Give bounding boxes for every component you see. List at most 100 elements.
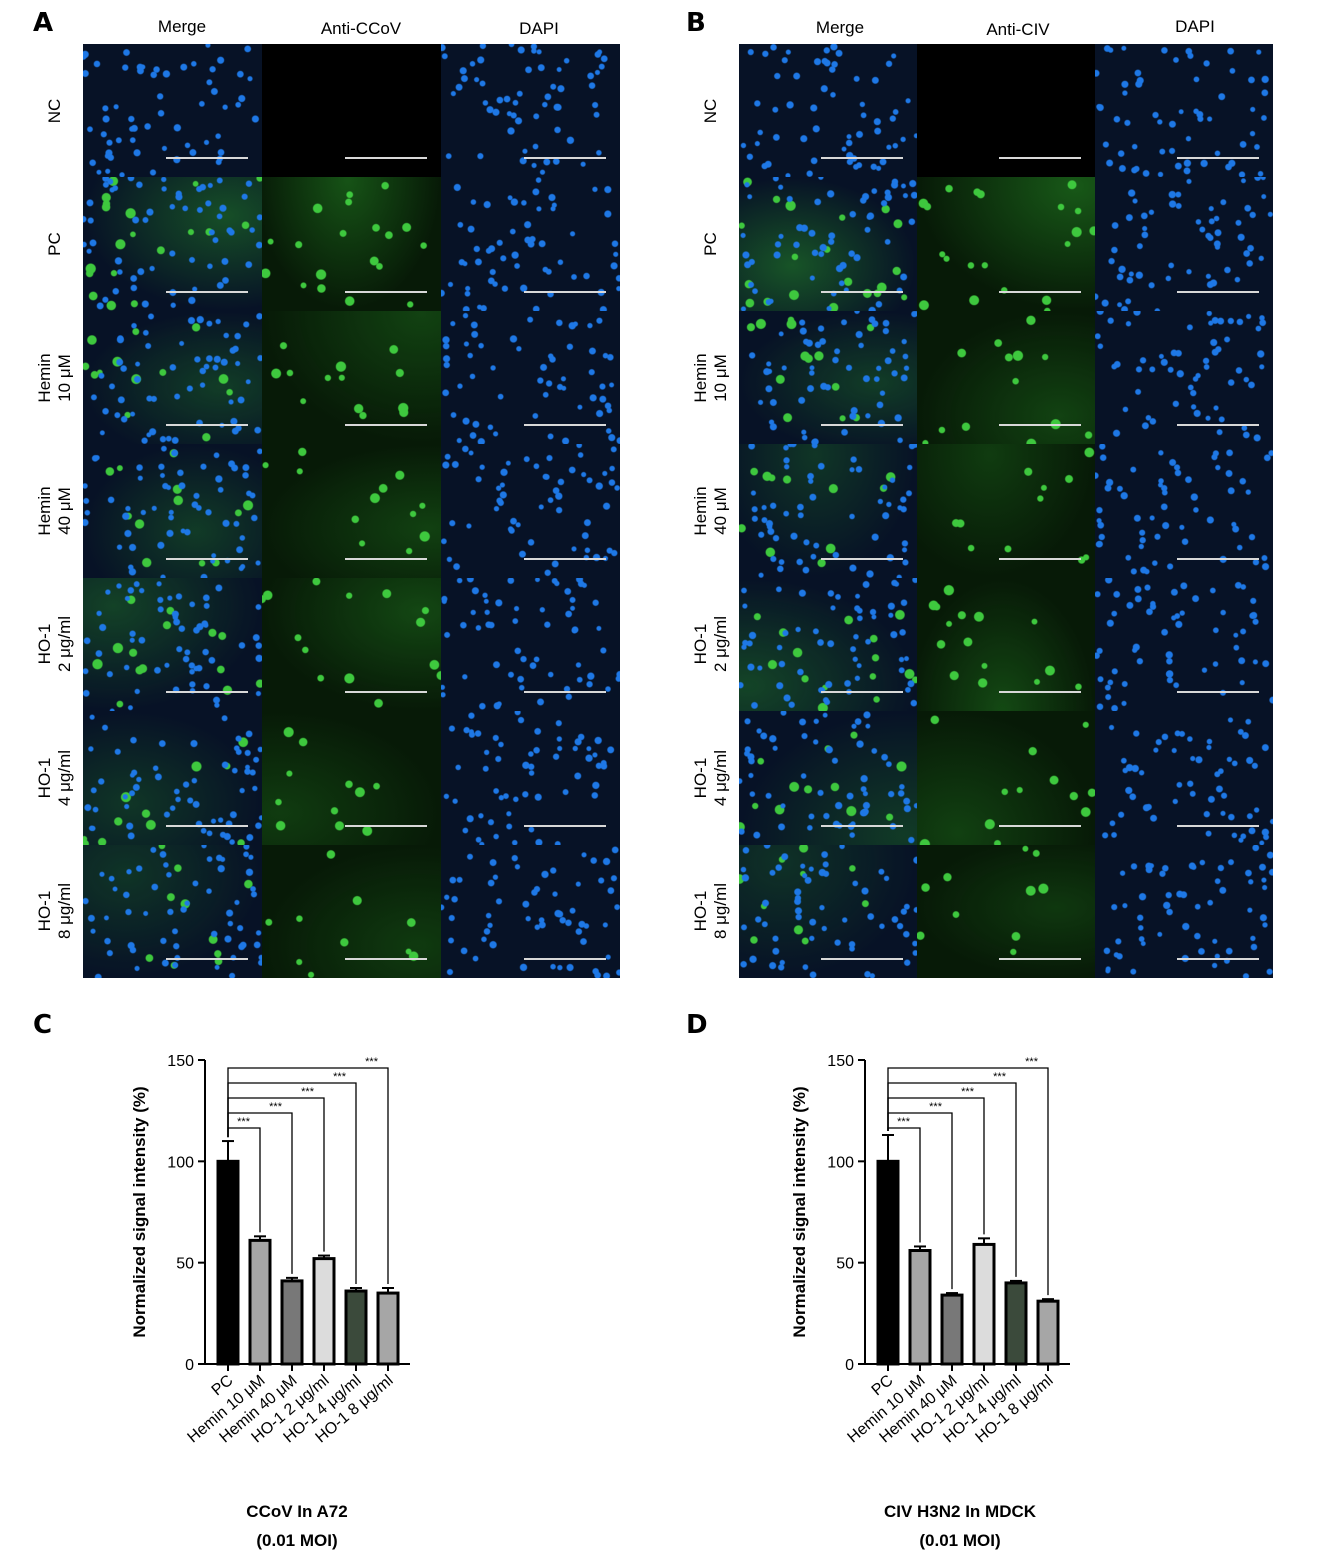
micrograph-dapi-tile (1095, 711, 1273, 845)
bar (876, 1159, 900, 1366)
micrograph-merge-tile (739, 577, 917, 712)
panel-b-row-label: HO-1 2 μg/ml (691, 579, 731, 709)
scale-bar (821, 290, 903, 293)
scale-bar (344, 157, 427, 160)
scale-bar (1177, 157, 1259, 160)
micrograph-dapi-tile (1095, 444, 1273, 578)
row-label-line: Hemin (691, 353, 710, 403)
chart-c-caption: CCoV In A72 (0.01 MOI) (147, 1497, 447, 1555)
panel-b-col-antibody: Anti-CIV (986, 20, 1050, 39)
micrograph-dapi-tile (441, 44, 620, 178)
micrograph-merge-tile (739, 44, 917, 178)
significance-label: *** (365, 1056, 379, 1068)
chart-c-caption-line1: CCoV In A72 (246, 1502, 348, 1521)
chart-c-caption-line2: (0.01 MOI) (256, 1531, 338, 1550)
bar (344, 1289, 368, 1366)
scale-bar (821, 824, 903, 827)
panel-a-microscopy-grid (83, 44, 620, 978)
bar (376, 1291, 400, 1366)
micrograph-merge-tile (83, 844, 262, 978)
y-tick-label: 0 (845, 1357, 854, 1374)
row-label-line: 2 μg/ml (55, 616, 74, 673)
micrograph-antibody-tile (262, 310, 441, 445)
chart-d: 0 50 100 150 Normalized signal intensity (%)… (790, 1053, 1070, 1446)
scale-bar (999, 290, 1081, 293)
panel-a-row-label: PC (45, 179, 65, 309)
panel-a-row-label: Hemin 10 μM (35, 313, 75, 443)
scale-bar (523, 557, 606, 560)
y-tick-label: 150 (827, 1053, 854, 1070)
row-label-line: 40 μM (55, 487, 74, 535)
scale-bar (999, 557, 1081, 560)
panel-b-row-label: HO-1 8 μg/ml (691, 846, 731, 976)
significance-bracket (227, 1067, 389, 1284)
chart-c: 0 50 100 150 Normalized signal intensity (%)… (130, 1053, 410, 1446)
scale-bar (1177, 557, 1259, 560)
micrograph-merge-tile (83, 444, 262, 578)
scale-bar (344, 557, 427, 560)
row-label-line: HO-1 (35, 757, 54, 799)
scale-bar (344, 424, 427, 427)
chart-d-caption-line1: CIV H3N2 In MDCK (883, 1502, 1037, 1521)
row-label-line: HO-1 (35, 890, 54, 932)
significance-label: *** (961, 1086, 975, 1098)
micrograph-dapi-tile (441, 711, 620, 845)
micrograph-merge-tile (83, 577, 262, 712)
panel-b-row-label: PC (701, 179, 721, 309)
micrograph-dapi-tile (441, 310, 620, 445)
panel-b-row-label: Hemin 40 μM (691, 446, 731, 576)
row-label-line: 10 μM (55, 353, 74, 402)
micrograph-dapi-tile (1095, 44, 1273, 178)
y-tick-label: 0 (185, 1357, 194, 1374)
row-label-line: Hemin (35, 353, 54, 403)
y-axis-label: Normalized signal intensity (%) (790, 1086, 809, 1337)
scale-bar (523, 691, 606, 694)
y-tick-label: 100 (167, 1154, 194, 1171)
bar (280, 1279, 304, 1366)
micrograph-dapi-tile (441, 177, 620, 311)
significance-label: *** (929, 1101, 943, 1113)
row-label-line: HO-1 (691, 624, 710, 665)
micrograph-dapi-tile (441, 844, 620, 978)
row-label-line: NC (45, 98, 64, 123)
panel-letter-b: B (686, 8, 706, 38)
row-label-line: 8 μg/ml (711, 883, 730, 940)
panel-a-row-label: NC (45, 46, 65, 176)
panel-a-row-label: HO-1 2 μg/ml (35, 579, 75, 709)
bar (972, 1242, 996, 1366)
y-tick-label: 50 (176, 1256, 194, 1273)
row-label-line: NC (701, 98, 720, 123)
panel-a-row-label: HO-1 4 μg/ml (35, 713, 75, 843)
panel-a-row-label: HO-1 8 μg/ml (35, 846, 75, 976)
bar (1036, 1299, 1060, 1366)
micrograph-antibody-tile (917, 577, 1095, 712)
row-label-line: PC (701, 232, 720, 256)
chart-d-caption: CIV H3N2 In MDCK (0.01 MOI) (810, 1497, 1110, 1555)
bar (248, 1238, 272, 1366)
micrograph-antibody-tile (262, 444, 441, 578)
bar (312, 1257, 336, 1366)
micrograph-antibody-tile (917, 711, 1095, 845)
scale-bar (523, 157, 606, 160)
scale-bar (165, 290, 248, 293)
bar (940, 1293, 964, 1366)
panel-a-col-dapi: DAPI (519, 19, 559, 38)
micrograph-dapi-tile (1095, 177, 1273, 311)
scale-bar (523, 824, 606, 827)
micrograph-antibody-tile (262, 577, 441, 712)
micrograph-antibody-tile (917, 44, 1095, 178)
significance-label: *** (993, 1071, 1007, 1083)
significance-bracket (887, 1067, 1049, 1296)
scale-bar (999, 157, 1081, 160)
scale-bar (344, 958, 427, 960)
micrograph-antibody-tile (917, 844, 1095, 978)
micrograph-merge-tile (739, 711, 917, 845)
micrograph-dapi-tile (1095, 310, 1273, 445)
significance-label: *** (333, 1071, 347, 1083)
scale-bar (821, 691, 903, 694)
micrograph-merge-tile (739, 844, 917, 978)
micrograph-dapi-tile (441, 577, 620, 712)
row-label-line: Hemin (35, 486, 54, 536)
scale-bar (999, 424, 1081, 427)
y-tick-label: 100 (827, 1154, 854, 1171)
